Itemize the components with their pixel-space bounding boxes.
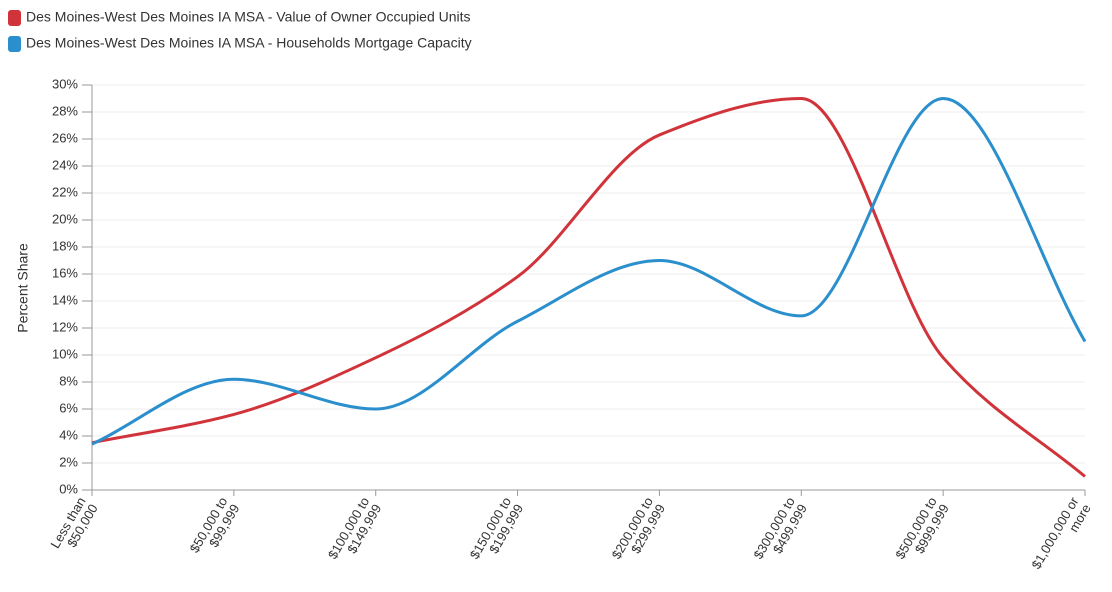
y-tick-label: 20% xyxy=(52,211,78,226)
y-axis-label: Percent Share xyxy=(15,243,31,333)
legend-label: Des Moines-West Des Moines IA MSA - Hous… xyxy=(26,35,472,51)
y-tick-label: 12% xyxy=(52,319,78,334)
x-tick-label: $200,000 to$299,999 xyxy=(609,495,668,569)
x-tick-label: $500,000 to$999,999 xyxy=(893,495,952,569)
x-tick-label: $50,000 to$99,999 xyxy=(187,495,243,563)
y-tick-label: 30% xyxy=(52,76,78,91)
y-tick-label: 6% xyxy=(59,400,78,415)
y-tick-label: 22% xyxy=(52,184,78,199)
legend-swatch xyxy=(8,36,21,52)
y-tick-label: 4% xyxy=(59,427,78,442)
x-tick-label: Less than$50,000 xyxy=(48,495,101,558)
y-tick-label: 28% xyxy=(52,103,78,118)
y-tick-label: 18% xyxy=(52,238,78,253)
y-tick-label: 24% xyxy=(52,157,78,172)
y-tick-label: 16% xyxy=(52,265,78,280)
x-tick-label: $1,000,000 ormore xyxy=(1029,494,1095,579)
y-tick-label: 0% xyxy=(59,481,78,496)
y-tick-label: 10% xyxy=(52,346,78,361)
y-tick-label: 2% xyxy=(59,454,78,469)
series-line xyxy=(91,97,1087,446)
series-line xyxy=(91,97,1086,478)
y-tick-label: 14% xyxy=(52,292,78,307)
legend-label: Des Moines-West Des Moines IA MSA - Valu… xyxy=(26,9,471,25)
y-tick-label: 8% xyxy=(59,373,78,388)
x-tick-label: $150,000 to$199,999 xyxy=(467,495,526,569)
x-tick-label: $100,000 to$149,999 xyxy=(325,495,384,569)
x-tick-label: $300,000 to$499,999 xyxy=(751,495,810,569)
y-tick-label: 26% xyxy=(52,130,78,145)
legend-swatch xyxy=(8,10,21,26)
